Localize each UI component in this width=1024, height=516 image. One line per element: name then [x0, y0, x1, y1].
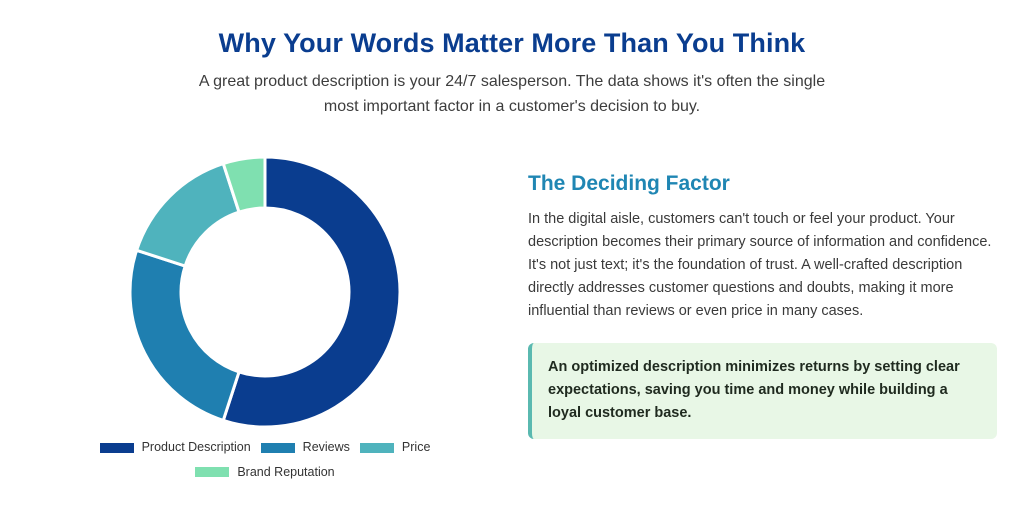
donut-slice-reviews — [128, 248, 241, 423]
donut-slice-product-description — [221, 155, 402, 429]
legend-item-price[interactable]: Price — [359, 436, 431, 459]
donut-slice-brand-reputation — [221, 155, 267, 215]
page-subtitle: A great product description is your 24/7… — [198, 73, 826, 115]
callout-box: An optimized description minimizes retur… — [528, 343, 997, 439]
legend-item-reviews[interactable]: Reviews — [260, 436, 350, 459]
legend-label: Reviews — [302, 440, 350, 454]
section-body: In the digital aisle, customers can't to… — [528, 211, 992, 319]
header: Why Your Words Matter More Than You Thin… — [0, 28, 1024, 119]
legend-item-brand-reputation[interactable]: Brand Reputation — [195, 461, 335, 484]
legend-label: Price — [401, 440, 431, 454]
chart-legend: Product Description Reviews Price Brand Rep… — [70, 436, 460, 485]
page-title: Why Your Words Matter More Than You Thin… — [218, 28, 806, 58]
section-heading: The Deciding Factor — [528, 172, 730, 195]
donut-slice-price — [134, 161, 241, 268]
legend-swatch — [260, 442, 295, 453]
text-section: The Deciding Factor In the digital aisle… — [528, 172, 998, 439]
legend-swatch — [99, 442, 134, 453]
legend-item-product-description[interactable]: Product Description — [99, 436, 251, 459]
legend-swatch — [195, 467, 230, 477]
donut-chart-svg — [128, 155, 402, 429]
legend-label: Brand Reputation — [237, 464, 335, 479]
legend-swatch — [359, 442, 394, 453]
donut-chart: Product Description Reviews Price Brand Rep… — [70, 150, 460, 490]
legend-label: Product Description — [141, 440, 251, 454]
